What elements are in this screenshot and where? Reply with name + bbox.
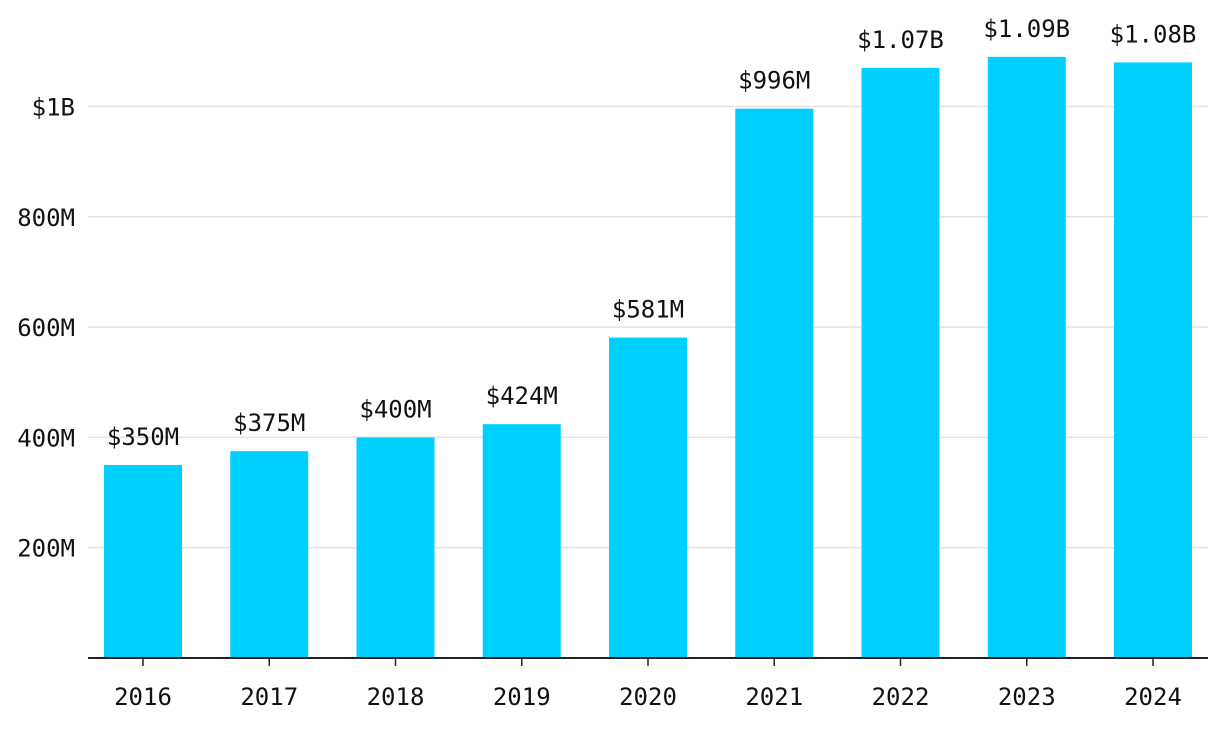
- bar-2022: [861, 67, 940, 658]
- bar-2020: [609, 337, 687, 658]
- y-tick-label: 400M: [17, 424, 75, 452]
- data-label-2023: $1.09B: [983, 15, 1070, 43]
- x-axis: [88, 657, 1208, 666]
- data-label-2020: $581M: [612, 296, 684, 324]
- bar-2023: [987, 56, 1066, 659]
- bar-2017: [230, 451, 309, 658]
- data-label-2019: $424M: [486, 382, 558, 410]
- data-label-2017: $375M: [233, 409, 305, 437]
- x-tick-label-2021: 2021: [745, 683, 803, 711]
- x-tick-label-2016: 2016: [114, 683, 172, 711]
- bar-2021: [735, 108, 814, 659]
- y-tick-label: 200M: [17, 535, 75, 563]
- y-tick-label: $1B: [32, 94, 75, 122]
- data-label-2018: $400M: [359, 395, 431, 423]
- x-tick-label-2024: 2024: [1124, 683, 1182, 711]
- data-label-2016: $350M: [107, 423, 179, 451]
- y-axis-tick-labels: 200M 400M 600M 800M $1B: [17, 94, 75, 563]
- x-tick-label-2017: 2017: [240, 683, 298, 711]
- data-label-2021: $996M: [738, 67, 810, 95]
- bar-2024: [1114, 62, 1192, 658]
- y-tick-label: 600M: [17, 314, 75, 342]
- x-tick-label-2020: 2020: [619, 683, 677, 711]
- x-tick-label-2018: 2018: [367, 683, 425, 711]
- data-labels: $350M $375M $400M $424M $581M $996M $1.07B $1.0…: [107, 15, 1196, 451]
- data-label-2022: $1.07B: [857, 26, 944, 54]
- bar-2016: [104, 464, 182, 658]
- bars: [104, 56, 1192, 659]
- x-tick-label-2023: 2023: [998, 683, 1056, 711]
- bar-2019: [482, 424, 561, 658]
- y-tick-label: 800M: [17, 204, 75, 232]
- x-tick-label-2022: 2022: [872, 683, 930, 711]
- data-label-2024: $1.08B: [1110, 20, 1197, 48]
- x-axis-tick-labels: 2016 2017 2018 2019 2020 2021 2022 2023 2024: [114, 683, 1182, 711]
- bar-2018: [356, 437, 435, 658]
- x-tick-label-2019: 2019: [493, 683, 551, 711]
